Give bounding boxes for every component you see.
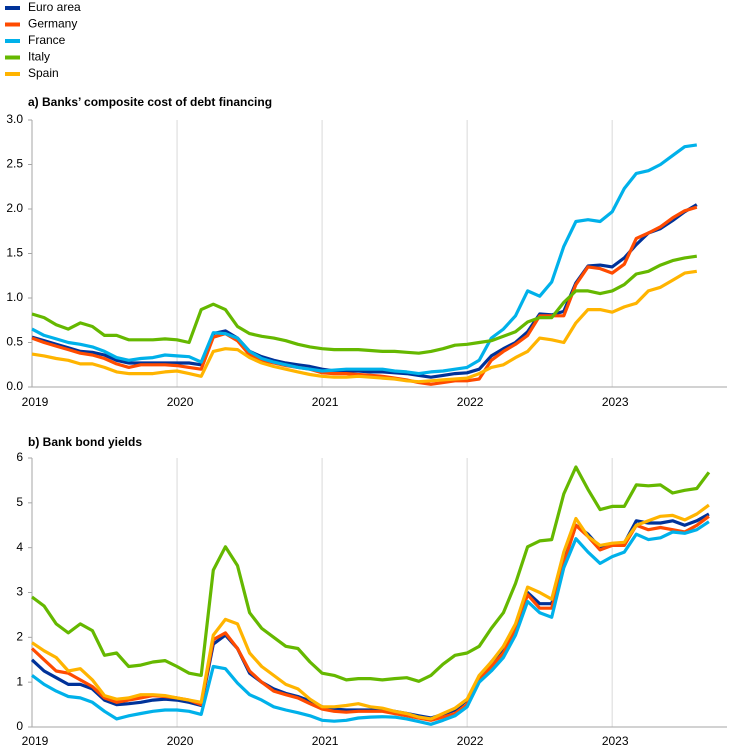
y-tick-label: 3: [16, 585, 23, 599]
x-tick-label: 2021: [312, 395, 339, 409]
y-tick-label: 6: [16, 450, 23, 464]
legend-label: France: [28, 33, 66, 47]
x-tick-label: 2020: [167, 734, 194, 748]
legend: Euro area Germany France Italy Spain: [5, 0, 81, 80]
x-tick-label: 2023: [602, 734, 629, 748]
x-tick-label: 2019: [22, 734, 49, 748]
series-line: [31, 520, 710, 726]
chart-title: b) Bank bond yields: [28, 435, 142, 449]
series-line: [31, 254, 698, 355]
series-line: [31, 205, 698, 386]
y-tick-label: 2.5: [6, 157, 23, 171]
chart-title: a) Banks’ composite cost of debt financi…: [28, 95, 272, 109]
y-tick-label: 0: [16, 719, 23, 733]
x-tick-label: 2019: [22, 395, 49, 409]
y-tick-label: 3.0: [6, 112, 23, 126]
series-line: [30, 515, 710, 722]
y-tick-label: 5: [16, 495, 23, 509]
series-line: [31, 269, 698, 384]
legend-label: Spain: [28, 66, 59, 80]
x-tick-label: 2023: [602, 395, 629, 409]
y-tick-label: 1.0: [6, 290, 23, 304]
y-tick-label: 2: [16, 630, 23, 644]
series-line: [31, 503, 710, 721]
x-tick-label: 2021: [312, 734, 339, 748]
x-tick-label: 2022: [457, 395, 484, 409]
legend-label: Euro area: [28, 0, 81, 14]
y-tick-label: 0.0: [6, 379, 23, 393]
legend-label: Italy: [28, 50, 50, 64]
y-tick-label: 4: [16, 540, 23, 554]
series-line: [31, 465, 711, 683]
y-tick-label: 0.5: [6, 335, 23, 349]
y-tick-label: 1.5: [6, 246, 23, 260]
x-tick-label: 2022: [457, 734, 484, 748]
y-tick-label: 2.0: [6, 201, 23, 215]
legend-label: Germany: [28, 17, 77, 31]
x-tick-label: 2020: [167, 395, 194, 409]
y-tick-label: 1: [16, 674, 23, 688]
series-line: [31, 143, 698, 376]
